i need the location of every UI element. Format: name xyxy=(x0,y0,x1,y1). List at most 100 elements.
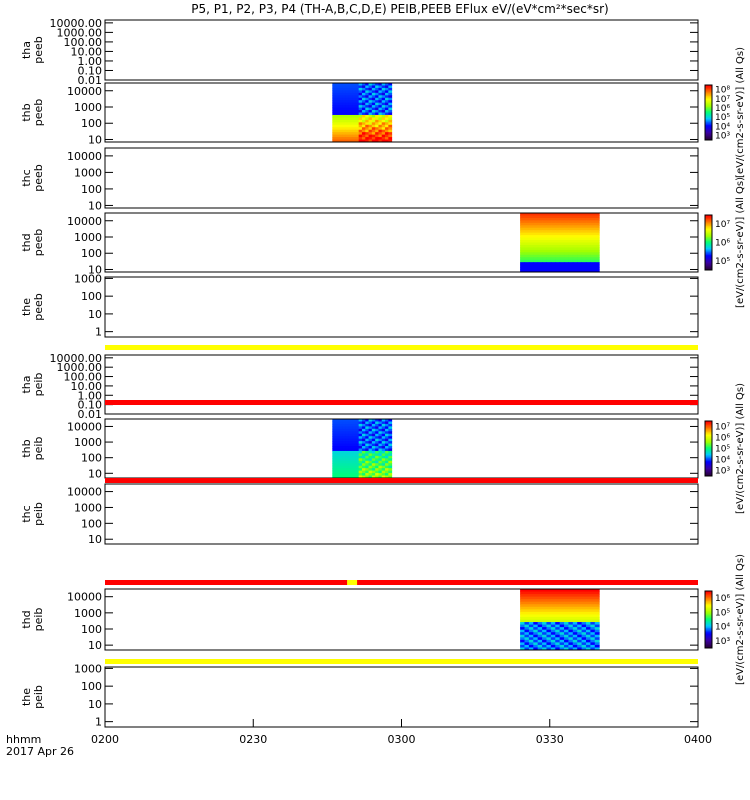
spectrogram-cell xyxy=(338,92,343,96)
spectrogram-cell xyxy=(342,419,346,422)
spectrogram-cell xyxy=(572,596,578,600)
spectrogram-cell xyxy=(365,465,370,469)
spectrogram-cell xyxy=(355,95,360,99)
y-tick-label: 100 xyxy=(81,183,102,196)
spectrogram-cell xyxy=(550,217,556,221)
spectrogram-cell xyxy=(332,453,337,457)
spectrogram-cell xyxy=(338,122,343,126)
spectrogram-cell xyxy=(388,473,393,477)
colorbar-step xyxy=(705,605,712,608)
spectrogram-cell xyxy=(352,87,356,91)
spectrogram-cell xyxy=(590,609,596,613)
spectrogram-cell xyxy=(550,225,556,229)
spectrogram-cell xyxy=(546,606,552,610)
spectrogram-cell xyxy=(537,624,543,628)
spectrogram-cell xyxy=(590,647,596,651)
colorbar-step xyxy=(705,451,712,454)
spectrogram-cell xyxy=(371,85,376,89)
spectrogram-cell xyxy=(352,117,356,121)
panel-frame xyxy=(104,354,699,415)
spectrogram-cell xyxy=(559,611,565,615)
colorbar-step xyxy=(705,639,712,642)
spectrogram-cell xyxy=(368,419,373,422)
spectrogram-cell xyxy=(572,604,578,608)
spectrogram-cell xyxy=(568,267,574,271)
spectrogram-cell xyxy=(594,222,600,226)
spectrogram-cell xyxy=(355,132,360,136)
spectrogram-cell xyxy=(524,220,530,224)
spectrogram-cell xyxy=(388,453,393,457)
spectrogram-cell xyxy=(585,264,591,268)
spectrogram-cell xyxy=(533,217,539,221)
spectrogram-cell xyxy=(338,87,343,91)
spectrogram-cell xyxy=(381,112,386,116)
spectrogram-cell xyxy=(368,124,373,128)
spectrogram-cell xyxy=(585,240,591,243)
spectrogram-cell xyxy=(524,230,530,234)
colorbar-step xyxy=(705,619,712,622)
spectrogram-cell xyxy=(577,644,583,648)
colorbar-step xyxy=(705,427,712,430)
spectrogram-cell xyxy=(348,122,353,126)
spectrogram-cell xyxy=(546,634,552,638)
spectrogram-cell xyxy=(550,237,556,241)
spectrogram-cell xyxy=(342,460,346,464)
spectrogram-cell xyxy=(358,112,363,116)
spectrogram-cell xyxy=(368,438,373,442)
spectrogram-cell xyxy=(365,448,370,452)
spectrogram-cell xyxy=(361,124,366,128)
spectrogram-cell xyxy=(385,129,389,133)
spectrogram-cell xyxy=(368,134,373,138)
spectrogram-cell xyxy=(381,438,386,442)
spectrogram-cell xyxy=(555,589,561,593)
spectrogram-cell xyxy=(348,473,353,477)
spectrogram-cell xyxy=(585,616,591,620)
spectrogram-cell xyxy=(365,419,370,422)
spectrogram-cell xyxy=(375,446,379,449)
spectrogram-cell xyxy=(581,634,587,638)
separator-strip xyxy=(105,345,698,350)
spectrogram-cell xyxy=(581,262,587,266)
colorbar-step xyxy=(705,455,712,458)
spectrogram-cell xyxy=(345,475,350,479)
spectrogram-cell xyxy=(332,112,337,116)
spectrogram-cell xyxy=(365,97,370,101)
spectrogram-cell xyxy=(355,110,360,113)
spectrogram-cell xyxy=(564,616,569,620)
colorbar-step xyxy=(705,429,712,432)
spectrogram-cell xyxy=(332,95,337,99)
colorbar-step xyxy=(705,120,712,123)
spectrogram-cell xyxy=(332,421,337,425)
spectrogram-cell xyxy=(590,254,596,258)
spectrogram-cell xyxy=(358,475,363,479)
spectrogram-cell xyxy=(559,252,565,256)
spectrogram-cell xyxy=(572,235,578,239)
spectrogram-cell xyxy=(361,139,366,143)
spectrogram-cell xyxy=(375,455,379,459)
spectrogram-cell xyxy=(355,431,360,435)
spectrogram-cell xyxy=(355,448,360,452)
spectrogram-cell xyxy=(555,220,561,224)
y-tick-label: 100 xyxy=(81,290,102,303)
spectrogram-cell xyxy=(368,97,373,101)
spectrogram-cell xyxy=(385,87,389,91)
y-tick-label: 10000 xyxy=(67,486,102,499)
spectrogram-cell xyxy=(352,105,356,109)
spectrogram-cell xyxy=(342,97,346,101)
spectrogram-cell xyxy=(365,139,370,143)
spectrogram-cell xyxy=(546,637,552,641)
spectrogram-cell xyxy=(332,431,337,435)
spectrogram-cell xyxy=(524,240,530,243)
colorbar-step xyxy=(705,454,712,456)
colorbar-step xyxy=(705,603,712,606)
y-tick-label: 1000 xyxy=(74,607,102,620)
spectrogram-cell xyxy=(388,438,393,442)
spectrogram-cell xyxy=(520,254,525,258)
spectrogram-cell xyxy=(594,220,600,224)
spectrogram-cell xyxy=(378,129,383,133)
spectrogram-cell xyxy=(345,132,350,136)
